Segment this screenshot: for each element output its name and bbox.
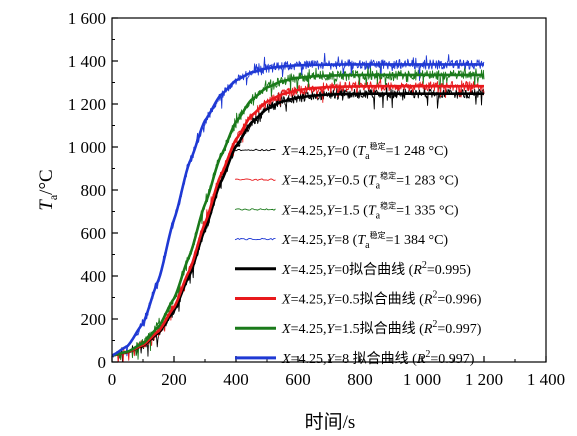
y-tick-label: 600	[81, 224, 107, 243]
legend-swatch	[235, 148, 276, 152]
y-tick-label: 1 600	[68, 9, 106, 28]
y-axis-title-symbol: T	[36, 199, 57, 211]
legend-label: X=4.25,Y=0拟合曲线 (R2=0.995)	[281, 260, 471, 278]
y-tick-label: 0	[98, 353, 107, 372]
x-tick-label: 400	[223, 370, 249, 389]
legend-swatch	[234, 208, 276, 211]
y-tick-label: 1 000	[68, 138, 106, 157]
x-axis-title: 时间/s	[305, 411, 356, 433]
y-axis-title-unit: /°C	[36, 169, 57, 195]
fit-series-line	[112, 92, 484, 357]
x-tick-label: 200	[161, 370, 187, 389]
legend-swatch	[234, 237, 276, 241]
y-axis-title: Ta/°C	[36, 169, 60, 210]
fit-series-line	[112, 84, 484, 357]
legend-label: X=4.25,Y=1.5 (Ta稳定=1 335 °C)	[281, 200, 459, 221]
y-tick-label: 1 200	[68, 95, 106, 114]
ticks-layer: 0 200 400 600 800 1 000 1 200 1 400 0 200 400 600 80…	[68, 9, 565, 389]
legend: X=4.25,Y=0 (Ta稳定=1 248 °C) X=4.25,Y=0.5 (…	[234, 141, 482, 367]
legend-swatch	[234, 178, 276, 182]
x-tick-label: 1 200	[465, 370, 503, 389]
y-tick-label: 800	[81, 181, 107, 200]
y-tick-label: 200	[81, 310, 107, 329]
legend-label: X=4.25,Y=8 (Ta稳定=1 384 °C)	[281, 230, 448, 251]
legend-label: X=4.25,Y=0 (Ta稳定=1 248 °C)	[281, 141, 448, 162]
legend-label: X=4.25,Y=1.5拟合曲线 (R2=0.997)	[281, 319, 482, 337]
legend-label: X=4.25,Y=0.5拟合曲线 (R2=0.996)	[281, 290, 482, 308]
y-tick-label: 1 400	[68, 52, 106, 71]
y-tick-label: 400	[81, 267, 107, 286]
y-axis-title-subscript: a	[46, 194, 60, 200]
legend-label: X=4.25,Y=8 拟合曲线 (R2=0.997)	[281, 349, 475, 367]
x-tick-label: 1 000	[403, 370, 441, 389]
series-layer	[112, 52, 485, 362]
x-tick-label: 0	[108, 370, 117, 389]
x-tick-label: 1 400	[527, 370, 565, 389]
fit-series-line	[112, 73, 484, 357]
legend-label: X=4.25,Y=0.5 (Ta稳定=1 283 °C)	[281, 171, 459, 192]
x-tick-label: 600	[285, 370, 311, 389]
fit-series-line	[112, 63, 484, 357]
x-tick-label: 800	[347, 370, 373, 389]
